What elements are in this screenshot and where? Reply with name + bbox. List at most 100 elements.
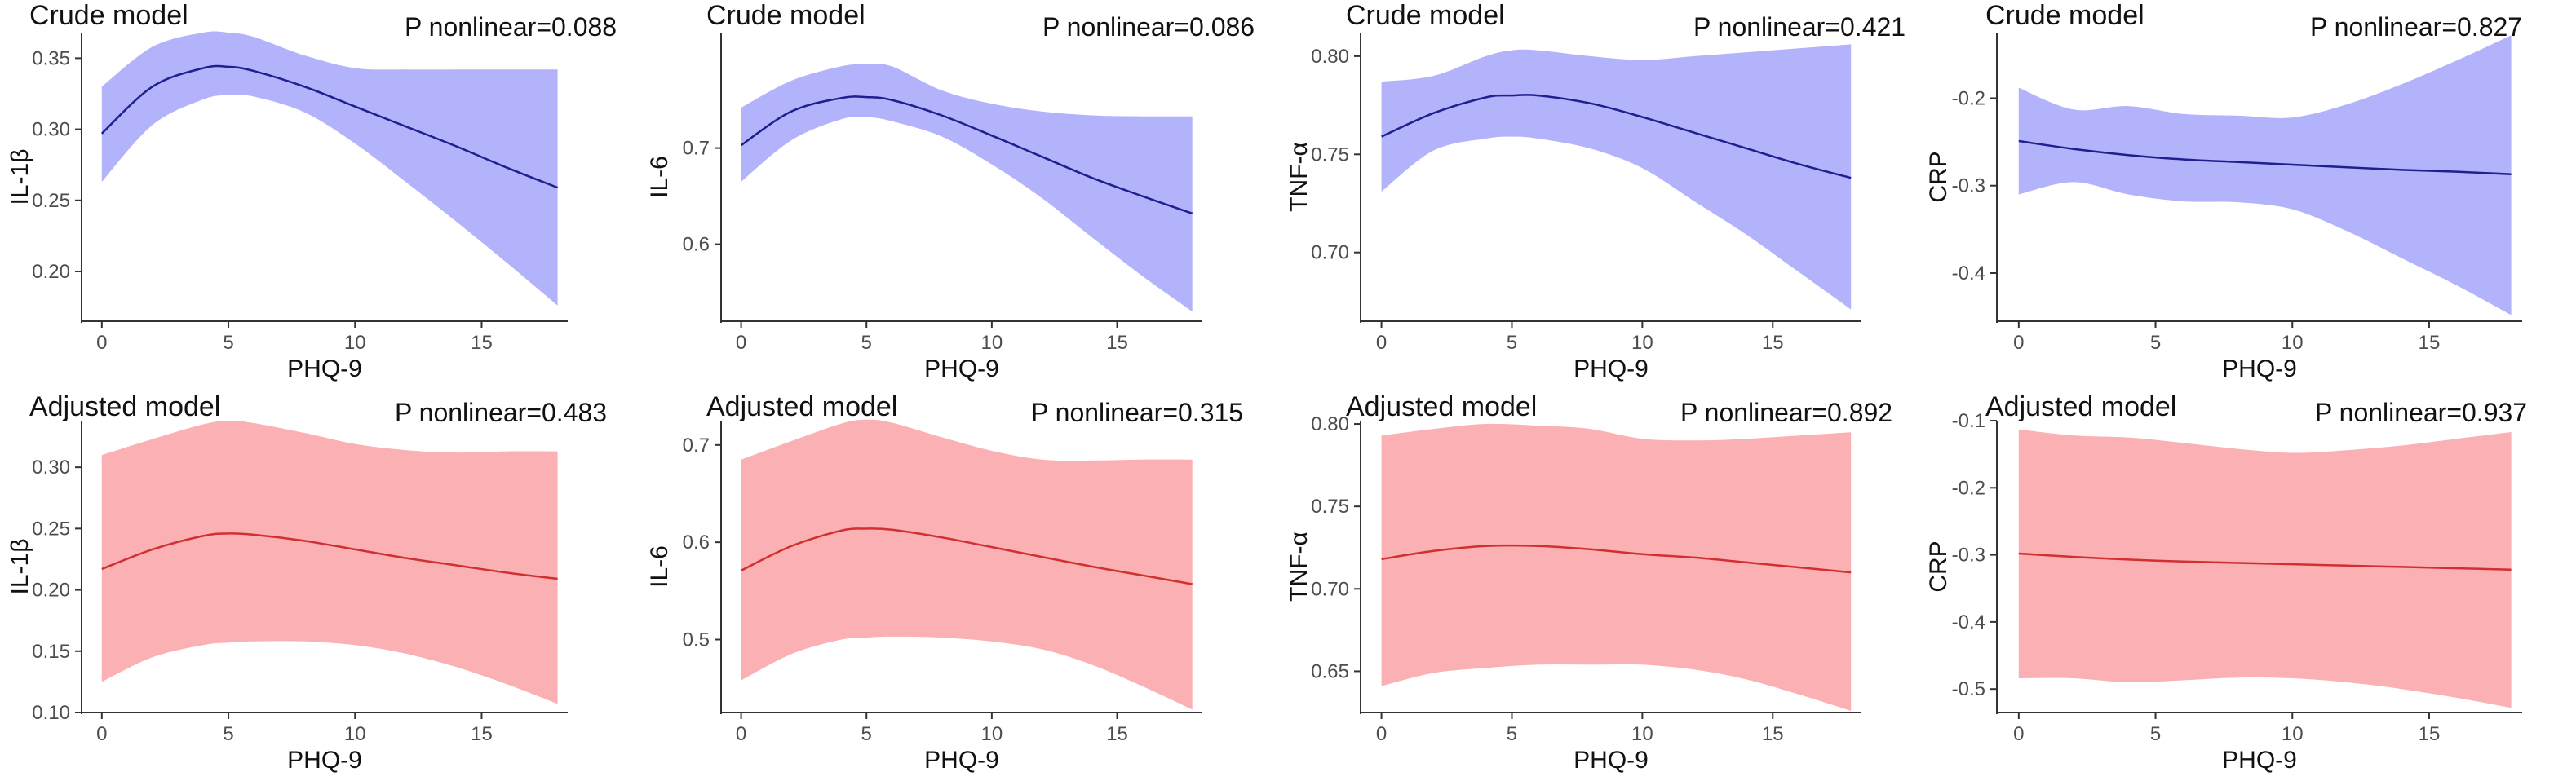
fitted-curve (101, 532, 558, 580)
y-tick-label: 0.20 (32, 580, 70, 602)
x-tick-label: 10 (1631, 332, 1653, 354)
panel-title: Crude model (1346, 0, 1505, 31)
y-tick-label: 0.25 (32, 518, 70, 540)
x-axis-label: PHQ-9 (2222, 747, 2297, 774)
x-axis-label: PHQ-9 (287, 355, 362, 382)
panel-title: Adjusted model (1346, 391, 1537, 422)
y-axis-label: CRP (1925, 541, 1952, 592)
x-tick-label: 0 (2013, 723, 2024, 745)
panel-title: Crude model (29, 0, 188, 31)
y-tick-label: 0.25 (32, 190, 70, 212)
y-tick-label: 0.20 (32, 261, 70, 283)
y-axis-label: IL-1β (7, 539, 33, 595)
x-tick-label: 15 (1106, 723, 1128, 745)
panel-title: Adjusted model (29, 391, 220, 422)
y-tick-label: -0.3 (1952, 175, 1985, 197)
fitted-curve (740, 95, 1193, 214)
x-tick-label: 5 (861, 723, 872, 745)
y-axis-label: IL-6 (646, 545, 673, 588)
x-tick-label: 5 (223, 723, 233, 745)
p-nonlinear-label: P nonlinear=0.483 (395, 398, 607, 427)
x-tick-label: 15 (1106, 332, 1128, 354)
y-tick-label: 0.30 (32, 119, 70, 141)
fitted-curve (2018, 139, 2512, 176)
confidence-band (741, 64, 1193, 312)
panel-title: Crude model (1985, 0, 2144, 31)
panel-title: Crude model (706, 0, 865, 31)
x-tick-label: 0 (736, 332, 746, 354)
y-tick-label: 0.80 (1311, 413, 1349, 435)
y-axis-label: CRP (1925, 151, 1952, 202)
x-tick-label: 15 (2419, 332, 2441, 354)
x-axis-label: PHQ-9 (2222, 355, 2297, 382)
p-nonlinear-label: P nonlinear=0.892 (1680, 398, 1892, 427)
y-tick-label: -0.3 (1952, 545, 1985, 567)
fitted-curve (2018, 552, 2512, 571)
y-tick-label: -0.2 (1952, 477, 1985, 499)
y-axis-label: TNF-α (1286, 532, 1312, 602)
panel-title: Adjusted model (706, 391, 897, 422)
x-axis-label: PHQ-9 (924, 747, 999, 774)
y-tick-label: 0.70 (1311, 242, 1349, 264)
p-nonlinear-label: P nonlinear=0.937 (2315, 398, 2527, 427)
p-nonlinear-label: P nonlinear=0.086 (1042, 12, 1255, 42)
y-tick-label: -0.4 (1952, 263, 1985, 285)
y-tick-label: -0.2 (1952, 87, 1985, 109)
panel-title: Adjusted model (1985, 391, 2176, 422)
x-tick-label: 5 (2150, 723, 2161, 745)
chart-panel: 0 5 10 15 -0.4 -0.3 -0.2 PHQ-9 CRP Crude model P n… (1925, 0, 2522, 382)
x-tick-label: 10 (1631, 723, 1653, 745)
y-tick-label: 0.65 (1311, 660, 1349, 682)
p-nonlinear-label: P nonlinear=0.315 (1031, 398, 1243, 427)
y-tick-label: 0.6 (683, 532, 710, 554)
y-tick-label: 0.5 (683, 629, 710, 651)
y-tick-label: 0.7 (683, 435, 710, 457)
y-tick-label: 0.80 (1311, 46, 1349, 68)
y-tick-label: -0.5 (1952, 678, 1985, 700)
confidence-band (101, 31, 558, 306)
x-tick-label: 10 (981, 723, 1003, 745)
x-tick-label: 5 (2150, 332, 2161, 354)
y-tick-label: 0.7 (683, 138, 710, 160)
x-tick-label: 5 (223, 332, 233, 354)
x-tick-label: 15 (2419, 723, 2441, 745)
y-tick-label: 0.70 (1311, 578, 1349, 600)
x-tick-label: 5 (1507, 332, 1517, 354)
x-tick-label: 15 (1762, 723, 1784, 745)
x-tick-label: 0 (1376, 723, 1387, 745)
x-tick-label: 10 (2282, 332, 2304, 354)
chart-panel: 0 5 10 15 -0.5 -0.4 -0.3 -0.2 -0.1 PHQ-9 CRP Adjust… (1925, 391, 2527, 774)
x-tick-label: 15 (471, 332, 493, 354)
x-axis-label: PHQ-9 (1573, 355, 1649, 382)
confidence-band (1381, 44, 1852, 310)
y-axis-label: IL-6 (646, 156, 673, 198)
x-tick-label: 0 (736, 723, 746, 745)
x-tick-label: 10 (344, 332, 366, 354)
confidence-band (1381, 423, 1852, 711)
y-tick-label: 0.10 (32, 702, 70, 724)
x-tick-label: 0 (96, 723, 107, 745)
p-nonlinear-label: P nonlinear=0.088 (405, 12, 617, 42)
x-tick-label: 5 (861, 332, 872, 354)
y-axis-label: IL-1β (7, 149, 33, 205)
fitted-curve (100, 64, 559, 189)
fitted-curve (1381, 94, 1852, 179)
chart-panel: 0 5 10 15 0.10 0.15 0.20 0.25 0.30 PHQ-9 IL-1β Adju… (7, 391, 607, 774)
y-tick-label: 0.75 (1311, 496, 1349, 518)
x-tick-label: 10 (2282, 723, 2304, 745)
confidence-band (741, 419, 1193, 710)
y-tick-label: -0.4 (1952, 611, 1985, 633)
x-axis-label: PHQ-9 (924, 355, 999, 382)
chart-panel: 0 5 10 15 0.65 0.70 0.75 0.80 PHQ-9 TNF-α Adjusted… (1286, 391, 1892, 774)
fitted-curve (741, 527, 1193, 585)
confidence-band (101, 420, 558, 704)
chart-panel: 0 5 10 15 0.70 0.75 0.80 PHQ-9 TNF-α Crude model P… (1286, 0, 1905, 382)
y-tick-label: 0.75 (1311, 143, 1349, 165)
x-tick-label: 10 (344, 723, 366, 745)
x-tick-label: 10 (981, 332, 1003, 354)
p-nonlinear-label: P nonlinear=0.827 (2310, 12, 2522, 42)
y-tick-label: -0.1 (1952, 410, 1985, 432)
fitted-curve (1381, 544, 1852, 574)
chart-panel: 0 5 10 15 0.6 0.7 PHQ-9 IL-6 Crude model P nonlin… (646, 0, 1255, 382)
x-tick-label: 0 (2013, 332, 2024, 354)
